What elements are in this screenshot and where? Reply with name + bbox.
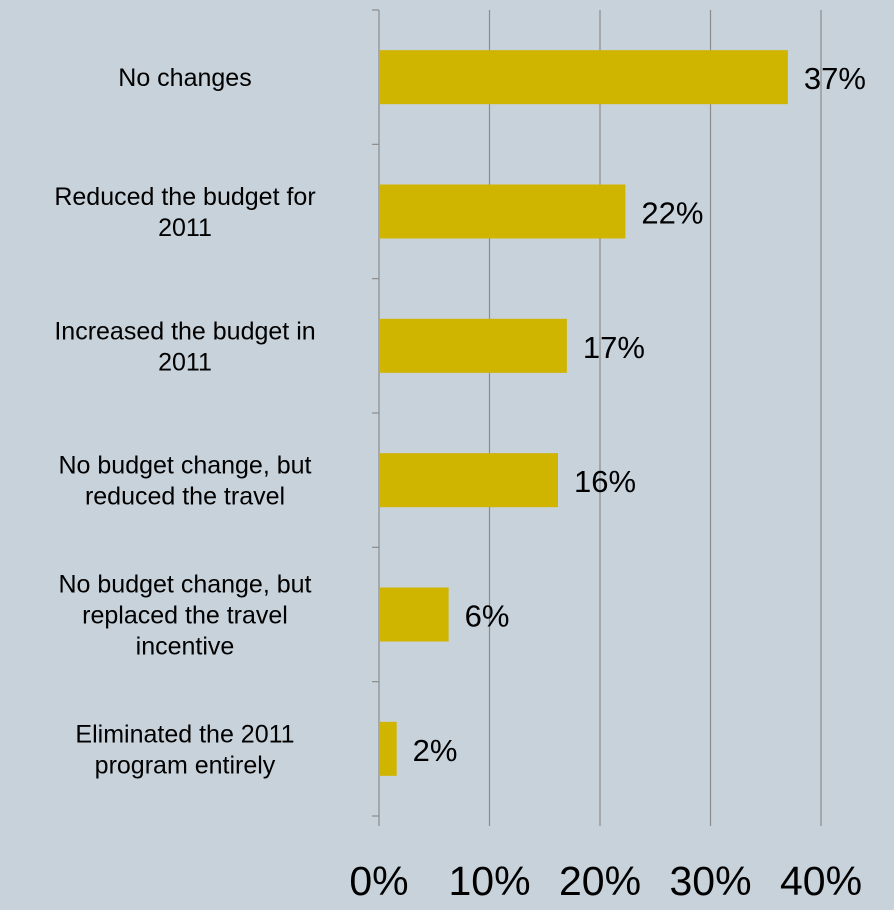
category-label: Reduced the budget for 2011 <box>54 183 315 242</box>
bar <box>379 318 567 373</box>
category-label: Eliminated the 2011 program entirely <box>75 720 294 779</box>
data-label: 37% <box>804 61 866 96</box>
bar <box>379 184 626 239</box>
data-label: 16% <box>574 464 636 499</box>
data-label: 22% <box>641 196 703 231</box>
data-label: 17% <box>583 330 645 365</box>
category-label: Increased the budget in 2011 <box>54 317 315 376</box>
bar <box>379 453 559 508</box>
category-label: No budget change, but replaced the travel… <box>59 571 312 661</box>
bar <box>379 587 449 642</box>
category-label: No changes <box>118 64 251 92</box>
data-label: 6% <box>465 599 510 634</box>
bar <box>379 721 397 776</box>
gridlines <box>488 10 822 816</box>
bars <box>379 50 788 776</box>
bar <box>379 50 788 105</box>
x-tick-label: 0% <box>349 858 408 904</box>
x-tick-label: 40% <box>780 858 862 904</box>
category-label: No budget change, but reduced the travel <box>59 452 312 511</box>
x-tick-label: 10% <box>448 858 530 904</box>
x-tick-label: 20% <box>559 858 641 904</box>
category-axis <box>372 9 822 826</box>
x-tick-labels: 0% 10% 20% 30% 40% <box>349 858 862 904</box>
data-labels: 37% 22% 17% 16% 6% 2% <box>413 61 866 768</box>
category-labels: No changes Reduced the budget for 2011 Incr… <box>54 64 315 779</box>
data-label: 2% <box>413 733 458 768</box>
x-tick-label: 30% <box>669 858 751 904</box>
